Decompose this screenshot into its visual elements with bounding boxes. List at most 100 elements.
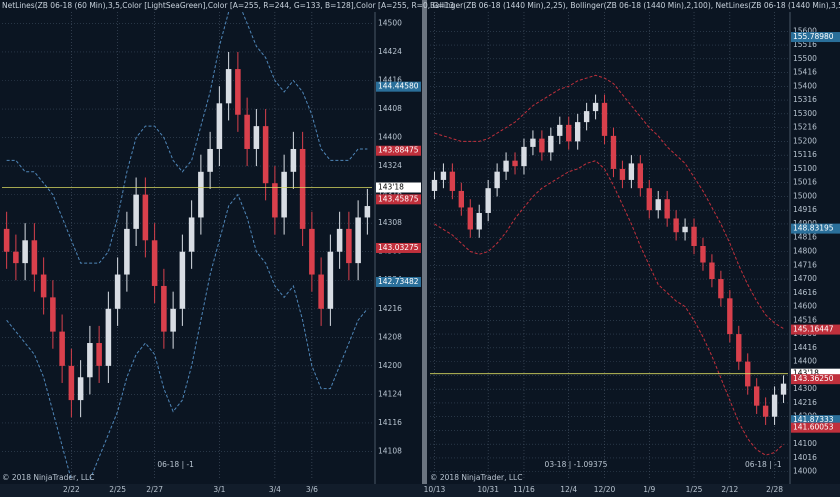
- y-tick-label: 14916: [793, 205, 817, 214]
- candle-body: [133, 194, 139, 229]
- candle-body: [682, 226, 688, 233]
- price-marker: [791, 422, 840, 433]
- y-tick-label: 15016: [793, 178, 817, 187]
- candle-body: [521, 146, 527, 167]
- candle-body: [619, 168, 626, 180]
- candle-body: [557, 124, 563, 136]
- candle-body: [646, 188, 652, 211]
- y-tick-label: 14216: [378, 304, 402, 313]
- x-tick-label: 3/6: [306, 485, 318, 494]
- candle-body: [22, 240, 28, 264]
- price-marker: [791, 324, 840, 335]
- candle-body: [96, 343, 102, 366]
- candle-body: [3, 228, 10, 252]
- candle-body: [700, 246, 706, 263]
- y-tick-label: 14424: [378, 47, 402, 56]
- candle-body: [530, 138, 536, 147]
- candle-body: [114, 274, 121, 309]
- price-marker: [791, 415, 840, 426]
- y-tick-label: 14616: [793, 288, 817, 297]
- candle-body: [467, 207, 473, 230]
- candle-body: [637, 163, 644, 189]
- candle-body: [327, 251, 334, 309]
- x-tick-label: 2/22: [63, 485, 80, 494]
- candle-body: [709, 262, 715, 280]
- candle-body: [336, 228, 343, 252]
- x-tick-label: 3/4: [269, 485, 281, 494]
- candle-body: [583, 111, 590, 123]
- y-tick-label: 14216: [793, 398, 817, 407]
- candle-body: [346, 228, 352, 264]
- price-marker-label: 143'18: [378, 183, 404, 192]
- pane-title: NetLines(ZB 06-18 (60 Min),3,5,Color [Li…: [2, 1, 454, 10]
- y-tick-label: 14208: [378, 332, 402, 341]
- candle-body: [440, 171, 447, 180]
- x-tick-label: 12/20: [594, 485, 616, 494]
- x-tick-label: 1/25: [686, 485, 703, 494]
- footer: © 2018 NinjaTrader, LLC: [430, 473, 522, 482]
- candle-body: [476, 212, 482, 230]
- price-marker-label: 142.73482: [378, 277, 419, 286]
- y-tick-label: 14716: [793, 260, 817, 269]
- candle-body: [40, 274, 47, 298]
- candle-body: [105, 308, 112, 366]
- date-axis-band: [0, 484, 840, 497]
- price-marker: [376, 276, 421, 287]
- candle-body: [31, 240, 38, 275]
- candle-body: [628, 163, 635, 180]
- candle-body: [50, 297, 56, 332]
- candle-body: [188, 217, 195, 252]
- candle-body: [503, 160, 509, 172]
- y-tick-label: 14308: [378, 218, 402, 227]
- price-marker: [376, 242, 421, 253]
- y-tick-label: 15200: [793, 136, 817, 145]
- y-tick-label: 14324: [378, 161, 402, 170]
- candle-body: [736, 334, 742, 362]
- price-marker-label: 143'18: [793, 369, 819, 378]
- y-tick-label: 14000: [793, 467, 817, 476]
- candle-body: [207, 148, 213, 172]
- candle-body: [574, 122, 581, 142]
- y-tick-label: 14416: [793, 343, 817, 352]
- x-tick-label: 12/4: [560, 485, 577, 494]
- candle-body: [458, 190, 465, 208]
- y-tick-label: 14900: [793, 219, 817, 228]
- candle-body: [727, 298, 733, 335]
- candle-body: [780, 383, 787, 395]
- y-tick-label: 15000: [793, 191, 817, 200]
- price-marker-label: 155.78980: [793, 32, 834, 41]
- candle-body: [290, 148, 297, 172]
- candle-body: [494, 171, 500, 189]
- price-marker: [376, 194, 421, 205]
- bollinger-band: [434, 160, 784, 456]
- y-tick-label: 14700: [793, 274, 817, 283]
- candle-body: [485, 188, 491, 213]
- candle-body: [431, 179, 438, 191]
- y-tick-label: 14316: [378, 190, 402, 199]
- candle-body: [161, 285, 167, 332]
- candle-body: [673, 218, 679, 233]
- y-tick-label: 14408: [378, 104, 402, 113]
- plot: [430, 12, 788, 480]
- y-tick-label: 15600: [793, 26, 817, 35]
- bollinger-band: [434, 74, 784, 330]
- footer: © 2018 NinjaTrader, LLC: [2, 473, 94, 482]
- candle-body: [216, 103, 223, 149]
- price-marker: [791, 368, 840, 379]
- x-tick-label: 10/31: [477, 485, 499, 494]
- candle-body: [272, 183, 278, 218]
- candle-body: [179, 251, 186, 309]
- y-tick-label: 14800: [793, 247, 817, 256]
- candle-body: [664, 199, 670, 219]
- candle-body: [512, 160, 518, 167]
- candle-body: [771, 394, 778, 417]
- y-tick-label: 14600: [793, 302, 817, 311]
- x-tick-label: 10/13: [424, 485, 446, 494]
- x-tick-label: 3/1: [213, 485, 225, 494]
- y-tick-label: 14124: [378, 389, 402, 398]
- price-marker: [376, 81, 421, 92]
- candle-body: [68, 365, 75, 401]
- candle-body: [566, 124, 572, 142]
- price-marker-label: 141.87333: [793, 415, 834, 424]
